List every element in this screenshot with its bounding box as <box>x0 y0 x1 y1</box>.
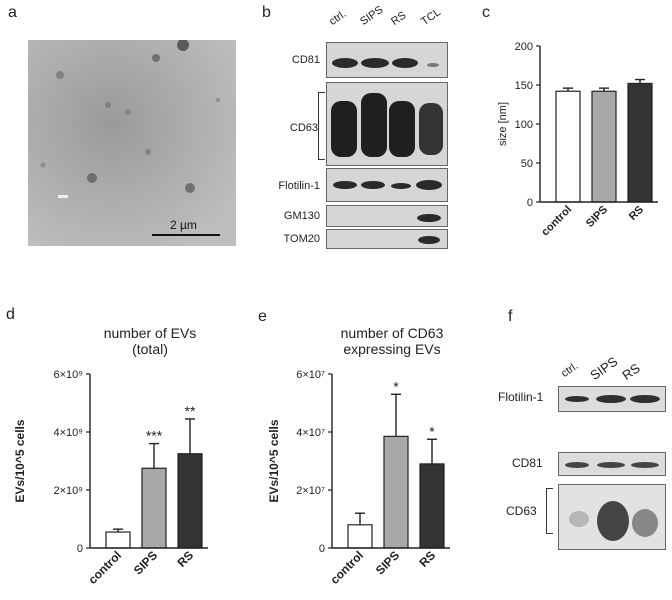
bar-control <box>347 524 373 549</box>
chart-size: 0 50 100 150 200 size [nm] control SIPS RS <box>497 41 658 239</box>
category-label-control: control <box>539 204 574 239</box>
category-label-RS: RS <box>416 548 438 570</box>
blot-label-cd81: CD81 <box>291 54 320 66</box>
blot-label-tom20: TOM20 <box>283 233 320 245</box>
y-tick-label: 2×10⁷ <box>296 485 325 497</box>
bar-RS <box>419 463 445 549</box>
blot-label-gm130: GM130 <box>283 210 320 222</box>
panel-letter-d: d <box>6 306 15 323</box>
category-label-SIPS: SIPS <box>373 548 402 577</box>
bar-SIPS <box>591 90 617 203</box>
y-axis-label: EVs/10^5 cells <box>267 419 281 502</box>
y-tick-label: 50 <box>521 158 533 170</box>
y-tick-label: 150 <box>515 80 533 92</box>
significance-SIPS: * <box>393 378 399 394</box>
f-cd63-bracket <box>546 488 553 534</box>
panel-letter-b: b <box>262 4 271 21</box>
category-label-SIPS: SIPS <box>131 548 160 577</box>
bar-control <box>105 531 131 549</box>
blot-tom20 <box>326 229 448 249</box>
significance-RS: ** <box>185 403 196 419</box>
panel-letter-f: f <box>508 308 513 325</box>
y-axis-label: EVs/10^5 cells <box>13 419 27 502</box>
category-label-control: control <box>327 548 366 587</box>
significance-RS: * <box>429 423 435 439</box>
blot-f-flotilin <box>558 386 666 412</box>
lane-label-f-0: ctrl. <box>559 359 581 380</box>
y-tick-label: 4×10⁹ <box>54 427 84 439</box>
blot-gm130 <box>326 205 448 227</box>
lane-label-b-1: SIPS <box>358 3 386 29</box>
blot-label-f-cd63: CD63 <box>506 504 537 518</box>
chart-title-line-0: number of EVs <box>104 325 197 341</box>
bar-control <box>555 90 581 203</box>
y-tick-label: 0 <box>527 197 533 209</box>
chart-title-line-1: expressing EVs <box>343 341 440 357</box>
chart-title-line-0: number of CD63 <box>341 325 444 341</box>
category-label-SIPS: SIPS <box>584 204 610 230</box>
y-tick-label: 100 <box>515 119 533 131</box>
lane-label-b-0: ctrl. <box>327 7 349 29</box>
blot-f-cd81 <box>558 452 666 476</box>
panel-letter-c: c <box>482 4 490 21</box>
lane-label-f-1: SIPS <box>587 353 621 383</box>
lane-label-b-2: RS <box>389 9 409 28</box>
blot-label-f-cd81: CD81 <box>512 456 543 470</box>
chart-total-evs: number of EVs(total) 0 2×10⁹ 4×10⁹ 6×10⁹ EVs/… <box>13 325 208 587</box>
tem-micrograph <box>28 39 236 246</box>
cd63-bracket <box>318 92 325 160</box>
chart-title-line-1: (total) <box>132 341 168 357</box>
blot-label-flotilin: Flotilin-1 <box>278 180 320 192</box>
blot-cd63 <box>326 82 448 166</box>
blot-label-cd63: CD63 <box>289 122 318 134</box>
y-tick-label: 0 <box>319 543 325 555</box>
bar-SIPS <box>383 435 409 549</box>
category-label-control: control <box>85 548 124 587</box>
panel-letter-a: a <box>8 4 17 21</box>
blot-label-f-flotilin: Flotilin-1 <box>498 390 544 404</box>
lane-label-b-3: TCL <box>419 6 444 29</box>
scale-bar-label: 2 µm <box>170 218 197 232</box>
bar-RS <box>627 82 653 203</box>
y-tick-label: 2×10⁹ <box>54 485 84 497</box>
bar-RS <box>177 453 203 549</box>
blot-f-cd63 <box>558 484 666 550</box>
y-tick-label: 6×10⁹ <box>54 369 84 381</box>
scale-bar <box>152 234 220 236</box>
category-label-RS: RS <box>174 548 196 570</box>
y-tick-label: 4×10⁷ <box>296 427 325 439</box>
blot-cd81 <box>326 42 448 78</box>
blot-flotilin <box>326 168 448 202</box>
tem-texture <box>28 39 236 246</box>
y-axis-label: size [nm] <box>497 102 509 146</box>
y-tick-label: 0 <box>77 543 83 555</box>
panel-letter-e: e <box>258 308 267 325</box>
y-tick-label: 200 <box>515 41 533 53</box>
lane-label-f-2: RS <box>619 360 643 383</box>
bar-SIPS <box>141 467 167 549</box>
significance-SIPS: *** <box>146 428 163 444</box>
y-tick-label: 6×10⁷ <box>296 369 325 381</box>
category-label-RS: RS <box>627 204 646 223</box>
